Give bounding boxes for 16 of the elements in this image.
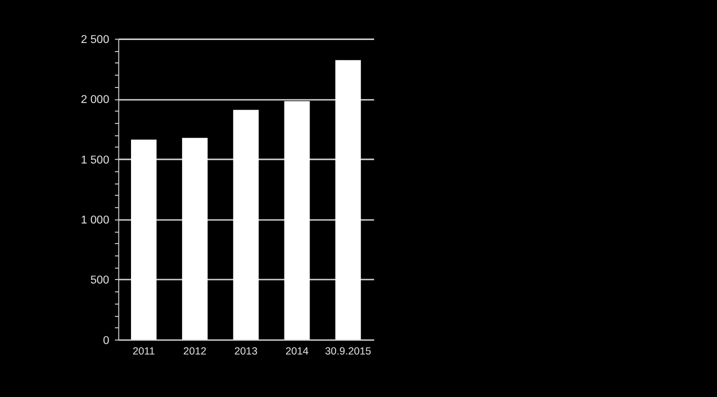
- bar: [233, 110, 259, 340]
- x-tick-label: 2014: [285, 346, 309, 358]
- x-tick-label: 30.9.2015: [324, 346, 372, 358]
- bar: [284, 101, 310, 340]
- bar: [182, 138, 208, 340]
- bar: [131, 140, 157, 340]
- x-tick-label: 2012: [183, 346, 207, 358]
- y-tick-label: 1 500: [80, 154, 110, 166]
- y-tick-label: 500: [90, 274, 110, 287]
- y-tick-label: 2 500: [80, 34, 110, 46]
- x-tick-label: 2013: [234, 346, 258, 358]
- y-tick-label: 2 000: [80, 94, 110, 106]
- y-tick-label: 1 000: [80, 214, 110, 227]
- bar: [335, 60, 361, 340]
- x-tick-label: 2011: [132, 346, 156, 358]
- y-tick-label: 0: [102, 334, 110, 347]
